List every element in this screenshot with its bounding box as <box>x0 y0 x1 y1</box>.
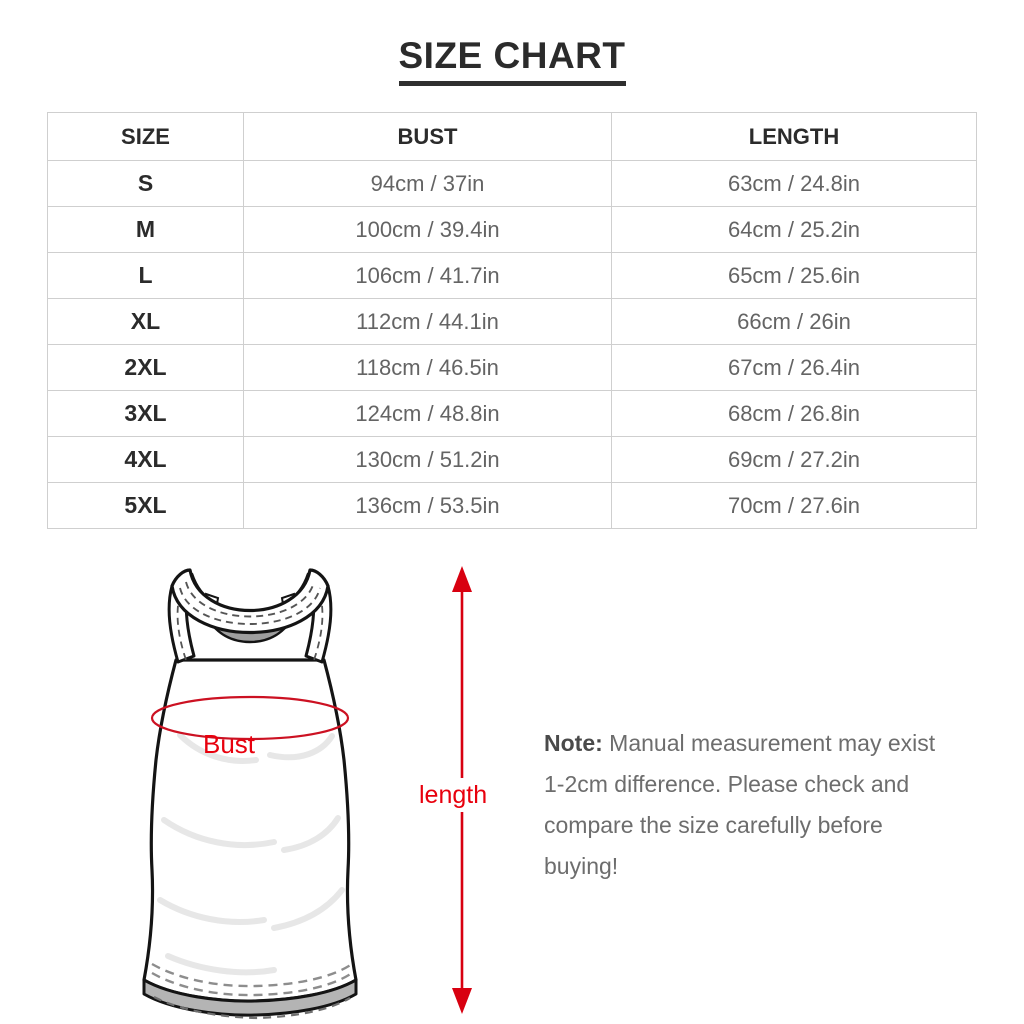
length-label: length <box>415 778 492 812</box>
cell-size: S <box>47 160 244 207</box>
cell-length: 64cm / 25.2in <box>611 206 977 253</box>
table-header-row: SIZE BUST LENGTH <box>47 112 977 161</box>
cell-bust: 118cm / 46.5in <box>243 344 612 391</box>
cell-length: 68cm / 26.8in <box>611 390 977 437</box>
cell-size: XL <box>47 298 244 345</box>
cell-bust: 124cm / 48.8in <box>243 390 612 437</box>
cell-size: L <box>47 252 244 299</box>
note-label: Note: <box>544 730 603 756</box>
cell-length: 66cm / 26in <box>611 298 977 345</box>
cell-bust: 112cm / 44.1in <box>243 298 612 345</box>
cell-length: 67cm / 26.4in <box>611 344 977 391</box>
bust-label: Bust <box>203 729 256 759</box>
note-body: Manual measurement may exist 1-2cm diffe… <box>544 730 936 879</box>
page-title: SIZE CHART <box>398 34 626 86</box>
cell-size: M <box>47 206 244 253</box>
cell-size: 5XL <box>47 482 244 529</box>
table-row: M 100cm / 39.4in 64cm / 25.2in <box>47 206 977 253</box>
cell-bust: 100cm / 39.4in <box>243 206 612 253</box>
size-chart-table: SIZE BUST LENGTH S 94cm / 37in 63cm / 24… <box>47 112 977 529</box>
page-title-wrapper: SIZE CHART <box>0 34 1024 86</box>
table-row: 5XL 136cm / 53.5in 70cm / 27.6in <box>47 482 977 529</box>
cell-bust: 106cm / 41.7in <box>243 252 612 299</box>
cell-size: 3XL <box>47 390 244 437</box>
cell-bust: 130cm / 51.2in <box>243 436 612 483</box>
cell-size: 4XL <box>47 436 244 483</box>
cell-bust: 136cm / 53.5in <box>243 482 612 529</box>
note-text-block: Note: Manual measurement may exist 1-2cm… <box>544 723 944 887</box>
cell-length: 65cm / 25.6in <box>611 252 977 299</box>
cell-length: 63cm / 24.8in <box>611 160 977 207</box>
cell-length: 70cm / 27.6in <box>611 482 977 529</box>
cell-length: 69cm / 27.2in <box>611 436 977 483</box>
halter-tank-top-icon <box>142 568 358 1020</box>
table-row: XL 112cm / 44.1in 66cm / 26in <box>47 298 977 345</box>
cell-bust: 94cm / 37in <box>243 160 612 207</box>
column-header-length: LENGTH <box>611 112 977 161</box>
table-row: S 94cm / 37in 63cm / 24.8in <box>47 160 977 207</box>
cell-size: 2XL <box>47 344 244 391</box>
table-row: 4XL 130cm / 51.2in 69cm / 27.2in <box>47 436 977 483</box>
table-row: 2XL 118cm / 46.5in 67cm / 26.4in <box>47 344 977 391</box>
column-header-size: SIZE <box>47 112 244 161</box>
column-header-bust: BUST <box>243 112 612 161</box>
measurement-illustration: length Note: Manual measurement may exis… <box>0 540 1024 1024</box>
table-row: L 106cm / 41.7in 65cm / 25.6in <box>47 252 977 299</box>
table-row: 3XL 124cm / 48.8in 68cm / 26.8in <box>47 390 977 437</box>
